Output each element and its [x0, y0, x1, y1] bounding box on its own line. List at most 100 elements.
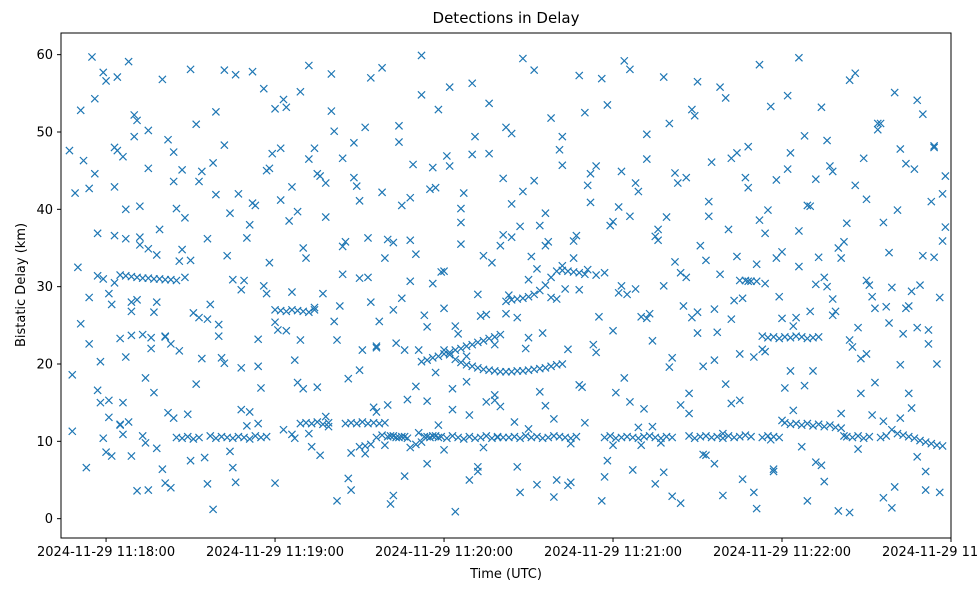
detection-point — [693, 77, 702, 86]
y-tick-label: 10 — [36, 435, 53, 450]
detection-point — [321, 213, 330, 222]
detection-point — [716, 270, 725, 279]
detection-point — [121, 234, 130, 243]
detection-point — [245, 407, 254, 416]
detection-point — [820, 477, 829, 486]
detection-point — [651, 479, 660, 488]
detection-point — [918, 251, 927, 260]
detection-point — [603, 100, 612, 109]
detection-point — [456, 358, 465, 367]
detection-point — [744, 183, 753, 192]
detection-point — [414, 346, 423, 355]
detection-point — [825, 161, 834, 171]
detection-point — [780, 418, 789, 427]
detection-point — [102, 448, 111, 457]
detection-point — [459, 434, 468, 444]
detection-point — [276, 196, 285, 205]
detection-point — [775, 433, 784, 442]
detection-point — [913, 323, 922, 332]
detection-point — [727, 315, 736, 324]
detection-point — [521, 344, 530, 353]
detection-point — [282, 307, 291, 316]
detection-point — [907, 404, 916, 413]
detection-point — [749, 488, 758, 497]
detection-point — [606, 221, 615, 230]
detection-point — [107, 300, 116, 309]
detection-point — [899, 431, 908, 440]
detection-point — [124, 417, 133, 427]
detection-point — [541, 241, 550, 250]
detection-point — [685, 431, 694, 440]
detection-point — [713, 328, 722, 337]
detection-point — [93, 386, 102, 395]
detection-point — [823, 136, 832, 145]
detection-point — [766, 102, 775, 111]
detection-point — [423, 459, 432, 468]
x-tick-label: 2024-11-29 11:19:00 — [206, 545, 344, 560]
detection-point — [287, 430, 296, 439]
detection-point — [510, 432, 519, 441]
detection-point — [896, 414, 905, 423]
detection-point — [566, 478, 575, 487]
detection-point — [597, 496, 606, 505]
detection-point — [468, 79, 477, 88]
detection-point — [389, 491, 398, 500]
detection-point — [744, 277, 753, 286]
detection-point — [631, 179, 640, 188]
detection-point — [87, 52, 97, 61]
detection-point — [186, 65, 195, 74]
detection-point — [614, 202, 623, 212]
detection-point — [372, 407, 381, 416]
detection-point — [839, 431, 848, 440]
detection-point — [676, 400, 685, 410]
detection-point — [806, 307, 815, 316]
detection-point — [380, 254, 389, 263]
detection-point — [859, 154, 868, 163]
detection-point — [670, 168, 680, 178]
detection-point — [803, 201, 812, 210]
detection-point — [682, 273, 691, 282]
detection-point — [366, 440, 375, 449]
detection-point — [225, 209, 235, 218]
detection-point — [487, 258, 496, 267]
detection-point — [845, 508, 854, 517]
detection-point — [178, 165, 187, 174]
detection-point — [456, 344, 465, 353]
detection-point — [127, 451, 136, 461]
detection-point — [572, 231, 581, 240]
detection-point — [400, 472, 409, 481]
detection-point — [254, 362, 263, 371]
detection-point — [741, 173, 750, 182]
detection-point — [924, 339, 933, 348]
detection-point — [344, 474, 353, 483]
detection-point — [569, 237, 578, 246]
detection-point — [296, 87, 305, 96]
detection-point — [535, 221, 544, 230]
detection-point — [468, 340, 477, 349]
detection-point — [530, 66, 539, 75]
detection-point — [242, 421, 251, 430]
detection-point — [363, 233, 373, 242]
detection-point — [721, 93, 730, 102]
detection-point — [93, 271, 102, 280]
detection-point — [172, 276, 181, 285]
detection-point — [820, 273, 829, 282]
detection-point — [797, 332, 806, 341]
axes-layer: 2024-11-29 11:18:00 2024-11-29 11:19:00 20… — [36, 48, 979, 560]
detection-point — [197, 167, 206, 176]
detection-point — [434, 433, 443, 442]
detection-point — [609, 217, 618, 226]
detection-point — [462, 377, 471, 386]
detection-point — [904, 389, 913, 398]
detection-point — [431, 368, 440, 377]
detection-point — [248, 67, 257, 76]
detection-point — [811, 175, 820, 184]
detection-point — [744, 142, 753, 151]
detection-point — [789, 322, 798, 331]
detection-point — [411, 382, 420, 391]
detection-point — [104, 413, 113, 422]
x-axis-label: Time (UTC) — [469, 567, 542, 582]
detection-point — [732, 252, 741, 261]
detection-point — [516, 488, 525, 497]
detection-point — [293, 207, 302, 216]
